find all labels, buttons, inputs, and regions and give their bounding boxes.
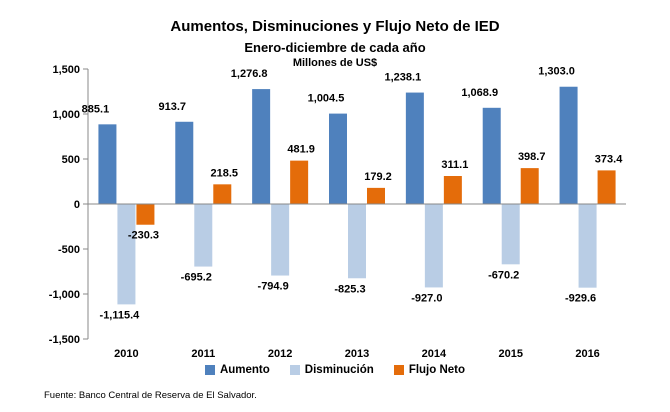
data-label: -1,115.4 — [100, 309, 141, 321]
legend-swatch-disminucion — [289, 365, 300, 375]
x-tick-label: 2010 — [114, 348, 138, 360]
legend-label-flujo-neto: Flujo Neto — [408, 364, 466, 376]
aumento-bar — [559, 86, 578, 204]
flujo-neto-bar — [520, 168, 539, 204]
legend-label-aumento: Aumento — [219, 364, 270, 376]
data-label: 1,004.5 — [308, 93, 345, 105]
y-tick-label: -500 — [58, 244, 80, 256]
legend-swatch-flujo-neto — [393, 365, 404, 375]
aumento-bar — [98, 124, 117, 204]
aumento-bar — [175, 121, 194, 204]
y-tick-label: -1,500 — [49, 334, 80, 346]
data-label: 1,276.8 — [231, 68, 268, 80]
disminucion-bar — [117, 204, 136, 305]
source-note: Fuente: Banco Central de Reserva de El S… — [44, 390, 257, 401]
x-tick-label: 2014 — [422, 348, 447, 360]
aumento-bar — [482, 107, 501, 204]
disminucion-bar — [578, 204, 597, 288]
flujo-neto-bar — [367, 187, 385, 204]
y-tick-label: 1,000 — [52, 109, 80, 121]
y-tick-label: 1,500 — [52, 64, 80, 76]
data-label: 373.4 — [595, 153, 623, 165]
x-tick-label: 2015 — [498, 348, 522, 360]
y-tick-label: 0 — [74, 199, 80, 211]
flujo-neto-bar — [290, 160, 309, 204]
legend-item-flujo-neto: Flujo Neto — [393, 364, 466, 376]
flujo-neto-bar — [443, 176, 462, 204]
data-label: 179.2 — [364, 171, 392, 183]
data-label: 218.5 — [211, 167, 239, 179]
disminucion-bar — [194, 204, 213, 267]
disminucion-bar — [271, 204, 290, 276]
y-tick-label: -1,000 — [49, 289, 80, 301]
x-tick-label: 2016 — [575, 348, 599, 360]
data-label: -230.3 — [128, 230, 159, 242]
data-label: -825.3 — [334, 283, 365, 295]
x-tick-label: 2013 — [345, 348, 369, 360]
legend-label-disminucion: Disminución — [304, 364, 374, 376]
aumento-bar — [252, 89, 271, 204]
disminucion-bar — [348, 204, 366, 279]
data-label: 481.9 — [287, 144, 315, 156]
data-label: 1,238.1 — [385, 72, 422, 84]
flujo-neto-bar — [597, 170, 616, 204]
flujo-neto-bar — [136, 204, 155, 225]
y-axis-unit-label: Millones de US$ — [292, 57, 378, 69]
data-label: 311.1 — [441, 159, 468, 171]
x-tick-label: 2011 — [191, 348, 215, 360]
legend: Aumento Disminución Flujo Neto — [0, 364, 670, 376]
legend-swatch-aumento — [204, 365, 215, 375]
chart-title: Aumentos, Disminuciones y Flujo Neto de … — [170, 18, 500, 35]
aumento-bar — [329, 113, 347, 204]
data-label: 885.1 — [82, 103, 110, 115]
data-label: -670.2 — [488, 269, 519, 281]
disminucion-bar — [424, 204, 443, 288]
legend-item-aumento: Aumento — [204, 364, 270, 376]
data-label: -927.0 — [411, 292, 442, 304]
disminucion-bar — [501, 204, 520, 265]
x-tick-label: 2012 — [268, 348, 292, 360]
aumento-bar — [405, 92, 424, 204]
data-label: 398.7 — [518, 151, 546, 163]
data-label: -929.6 — [565, 293, 596, 305]
chart-subtitle: Enero-diciembre de cada año — [244, 40, 426, 55]
data-label: -695.2 — [181, 272, 212, 284]
flujo-neto-bar — [213, 184, 232, 204]
data-label: 1,303.0 — [538, 66, 575, 78]
legend-item-disminucion: Disminución — [289, 364, 374, 376]
data-label: -794.9 — [258, 281, 289, 293]
data-label: 1,068.9 — [461, 87, 498, 99]
y-tick-label: 500 — [62, 154, 80, 166]
data-label: 913.7 — [159, 101, 187, 113]
